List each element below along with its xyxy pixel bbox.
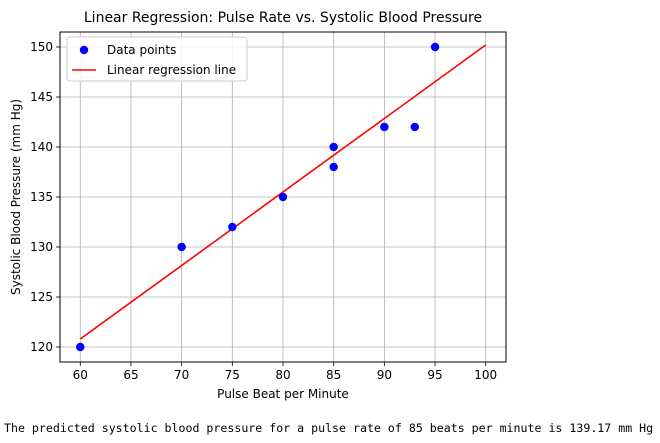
regression-chart: Linear Regression: Pulse Rate vs. Systol… <box>9 10 507 401</box>
legend-label: Linear regression line <box>107 63 236 77</box>
regression-line <box>79 44 487 340</box>
y-tick-label: 135 <box>30 190 53 204</box>
x-tick-label: 85 <box>326 368 341 382</box>
data-point <box>329 142 338 152</box>
legend-label: Data points <box>107 43 176 57</box>
x-tick-label: 95 <box>427 368 442 382</box>
x-tick-label: 65 <box>123 368 138 382</box>
data-point <box>410 122 419 132</box>
data-point <box>329 162 338 172</box>
data-point <box>278 192 288 202</box>
x-tick-label: 70 <box>174 368 189 382</box>
x-tick-label: 80 <box>275 368 290 382</box>
y-axis-label: Systolic Blood Pressure (mm Hg) <box>9 99 23 295</box>
y-tick-label: 150 <box>30 40 53 54</box>
data-point <box>228 222 237 232</box>
y-tick-label: 140 <box>30 140 53 154</box>
x-tick-label: 75 <box>225 368 240 382</box>
x-axis-label: Pulse Beat per Minute <box>217 387 349 401</box>
y-tick-label: 120 <box>30 340 53 354</box>
x-tick-label: 90 <box>377 368 392 382</box>
legend-box <box>66 36 248 82</box>
data-point <box>76 342 85 352</box>
x-tick-label: 100 <box>474 368 497 382</box>
chart-title: Linear Regression: Pulse Rate vs. Systol… <box>84 10 482 26</box>
x-tick-label: 60 <box>73 368 88 382</box>
legend: Data points Linear regression line <box>66 36 248 82</box>
y-tick-label: 125 <box>30 290 53 304</box>
predicted-output-text: The predicted systolic blood pressure fo… <box>4 421 654 435</box>
data-point <box>177 242 186 252</box>
data-point <box>380 122 389 132</box>
y-tick-label: 130 <box>30 240 53 254</box>
legend-marker-data-points <box>79 45 89 55</box>
series <box>76 42 487 352</box>
axis-ticks: 60 65 70 75 80 85 90 95 100 120 125 130 135 140 145 150 <box>30 40 497 382</box>
data-point <box>430 42 440 52</box>
y-tick-label: 145 <box>30 90 53 104</box>
